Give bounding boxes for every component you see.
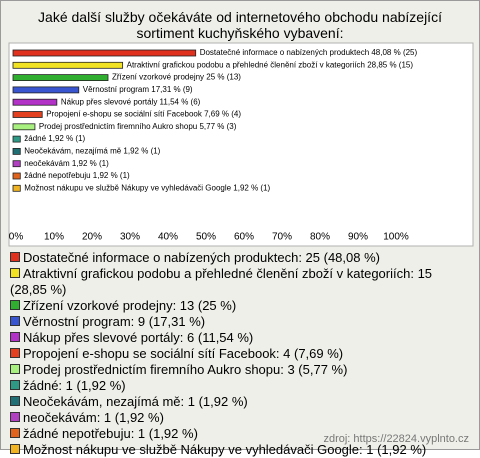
label-background [125,60,415,71]
bar-label: Věrnostní program 17,31 % (9) [83,85,193,94]
label-background [23,183,272,194]
legend-entry: žádné: 1 (1,92 %) [10,378,472,394]
bar [12,111,43,118]
legend-label: žádné nepotřebuju: 1 (1,92 %) [23,426,198,441]
x-tick-label: 100% [383,232,409,243]
bar [12,98,58,106]
bar-label: Neočekávám, nezajímá mě 1,92 % (1) [24,147,160,156]
x-tick-label: 20% [82,232,102,243]
label-background [111,72,242,83]
legend-entry: Atraktivní grafickou podobu a přehledné … [10,266,472,298]
bar-label: Možnost nákupu ve službě Nákupy ve vyhle… [24,183,270,192]
label-background [37,121,238,132]
x-tick-label: 60% [234,232,254,243]
bar-label: žádné 1,92 % (1) [24,134,85,143]
legend-swatch [10,252,20,262]
bar-label: Nákup přes slevové portály 11,54 % (6) [61,97,201,106]
legend-entry: Propojení e-shopu se sociální sítí Faceb… [10,346,472,362]
legend-swatch [10,428,20,438]
bar-label: Zřízení vzorkové prodejny 25 % (13) [112,73,241,82]
bar [12,49,197,57]
legend-entry: Nákup přes slevové portály: 6 (11,54 %) [10,330,472,346]
x-tick-label: 80% [310,232,330,243]
legend-swatch [10,316,20,326]
bar [12,184,21,192]
x-tick-label: 70% [272,232,292,243]
label-background [81,84,194,95]
legend-label: žádné: 1 (1,92 %) [23,378,126,393]
label-background [23,158,110,169]
legend-label: neočekávám: 1 (1,92 %) [23,410,164,425]
legend-swatch [10,380,20,390]
legend-label: Prodej prostřednictím firemního Aukro sh… [23,362,348,377]
bar-label: Dostatečné informace o nabízených produk… [200,48,418,57]
bar-label: neočekávám 1,92 % (1) [24,159,109,168]
bar-label: žádné nepotřebuju 1,92 % (1) [24,171,130,180]
legend-swatch [10,412,20,422]
label-background [23,146,162,157]
legend: Dostatečné informace o nabízených produk… [10,250,472,458]
bar [12,147,21,155]
legend-swatch [10,332,20,342]
legend-entry: Zřízení vzorkové prodejny: 13 (25 %) [10,298,472,314]
bar-label: Prodej prostřednictím firemního Aukro sh… [39,122,237,131]
chart-title: Jaké další služby očekáváte od interneto… [38,9,442,41]
label-background [198,48,419,58]
x-tick-label: 10% [44,232,64,243]
bar-label: Propojení e-shopu se sociální sítí Faceb… [46,110,241,119]
label-background [45,109,243,120]
chart: 0% 10% 20% 30% 40% 50% 60% 70% 80% 90% 100% Dostate… [8,42,474,247]
legend-swatch [10,364,20,374]
legend-label: Věrnostní program: 9 (17,31 %) [23,314,206,329]
x-tick-label: 90% [348,232,368,243]
label-background [23,134,87,145]
x-tick-label: 40% [158,232,178,243]
legend-entry: Dostatečné informace o nabízených produk… [10,250,472,266]
label-background [23,171,131,181]
bar [12,135,21,143]
legend-entry: neočekávám: 1 (1,92 %) [10,410,472,426]
legend-label: Propojení e-shopu se sociální sítí Faceb… [23,346,344,361]
bar [12,160,21,168]
bar [12,74,109,81]
source-note: zdroj: https://22824.vyplnto.cz [323,433,469,445]
legend-entry: žádné nepotřebuju: 1 (1,92 %) [10,426,472,442]
legend-swatch [10,444,20,454]
label-background [59,97,202,108]
bar-label: Atraktivní grafickou podobu a přehledné … [127,60,414,69]
legend-swatch [10,396,20,406]
bar [12,86,80,94]
legend-label: Zřízení vzorkové prodejny: 13 (25 %) [23,298,237,313]
legend-entry: Věrnostní program: 9 (17,31 %) [10,314,472,330]
legend-entry: Neočekávám, nezajímá mě: 1 (1,92 %) [10,394,472,410]
bar [12,172,21,180]
bar [12,123,36,131]
legend-entry: Prodej prostřednictím firemního Aukro sh… [10,362,472,378]
legend-swatch [10,348,20,358]
legend-label: Neočekávám, nezajímá mě: 1 (1,92 %) [23,394,248,409]
bar [12,61,124,69]
legend-swatch [10,300,20,310]
legend-label: Nákup přes slevové portály: 6 (11,54 %) [23,330,254,345]
legend-label: Atraktivní grafickou podobu a přehledné … [10,266,433,297]
legend-label: Dostatečné informace o nabízených produk… [23,250,380,265]
x-tick-label: 50% [196,232,216,243]
x-tick-label: 30% [120,232,140,243]
x-tick-label: 0% [9,232,24,243]
legend-swatch [10,268,20,278]
